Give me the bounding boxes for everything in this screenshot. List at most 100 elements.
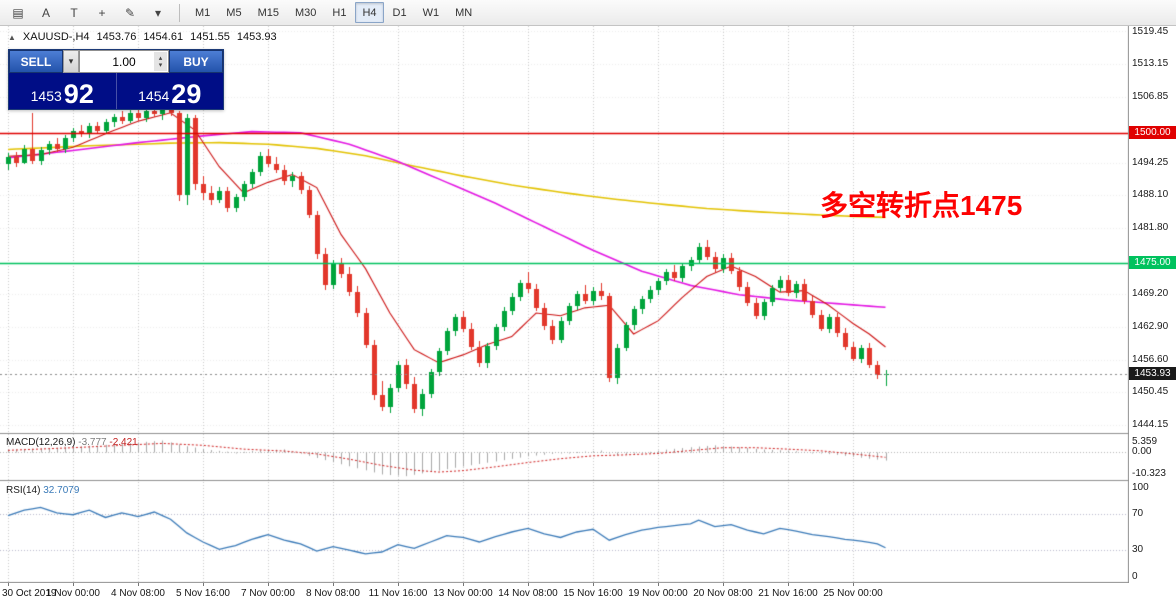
axis-tick-label: 1481.80 (1132, 221, 1169, 233)
macd-signal-value: -2.421 (109, 437, 138, 448)
time-axis-tick (788, 583, 789, 586)
price-axis[interactable]: 1519.45 1513.15 1506.85 1494.25 1488.10 1481.… (1129, 26, 1176, 606)
axis-tick-label: 1450.45 (1132, 385, 1169, 397)
toolbar: ▤ A T + ✎ ▾ M1 M5 M15 M30 H1 H4 D1 W1 MN (0, 0, 1176, 26)
cursor-a-icon[interactable]: A (41, 5, 50, 20)
time-axis-label: 1 Nov 00:00 (46, 588, 100, 599)
timeframe-button-m5[interactable]: M5 (226, 6, 242, 19)
time-axis-label: 19 Nov 00:00 (628, 588, 688, 599)
chevron-up-icon: ▴ (158, 54, 163, 62)
chart-annotation: 多空转折点1475 (820, 190, 1023, 221)
time-axis-label: 7 Nov 00:00 (241, 588, 295, 599)
axis-tick-label: 1519.45 (1132, 26, 1169, 37)
pencil-draw-icon[interactable]: ✎ (124, 5, 136, 20)
time-axis-tick (658, 583, 659, 586)
price-line-badge: 1453.93 (1129, 366, 1176, 380)
volume-input[interactable]: 1.00 ▴ ▾ (79, 50, 169, 73)
time-axis-label: 15 Nov 16:00 (563, 588, 623, 599)
timeframe-button-mn[interactable]: MN (455, 6, 473, 19)
time-axis-tick (268, 583, 269, 586)
time-axis-label: 13 Nov 00:00 (433, 588, 493, 599)
axis-tick-label: 100 (1132, 482, 1149, 493)
axis-tick-label: 1444.15 (1132, 418, 1169, 430)
crosshair-icon[interactable]: + (98, 5, 106, 20)
axis-tick-label: 0 (1132, 571, 1138, 582)
buy-price-small: 1454 (138, 88, 170, 104)
axis-tick-label: 1513.15 (1132, 57, 1169, 69)
time-axis-tick (333, 583, 334, 586)
axis-tick-label: 1456.60 (1132, 353, 1169, 365)
time-axis-tick (73, 583, 74, 586)
up-triangle-icon: ▲ (8, 32, 16, 42)
time-axis-tick (593, 583, 594, 586)
time-axis-label: 5 Nov 16:00 (176, 588, 230, 599)
ohlc-low: 1451.55 (190, 31, 230, 43)
axis-tick-label: 70 (1132, 507, 1144, 519)
toolbar-icon-group: ▤ A T + ✎ ▾ (4, 2, 172, 24)
chevron-down-icon: ▾ (68, 56, 74, 66)
time-axis-tick (138, 583, 139, 586)
time-axis-label: 30 Oct 2019 (2, 588, 57, 599)
axis-tick-label: 1494.25 (1132, 156, 1169, 168)
timeframe-button-d1[interactable]: D1 (392, 6, 407, 19)
macd-title: MACD(12,26,9) (6, 437, 76, 448)
buy-price-big: 29 (171, 79, 202, 110)
timeframe-button-m30[interactable]: M30 (294, 6, 317, 19)
chart-window-icon[interactable]: ▤ (12, 5, 24, 20)
macd-indicator-label: MACD(12,26,9) -3.777 -2.421 (6, 437, 138, 448)
volume-value: 1.00 (112, 54, 136, 69)
buy-button[interactable]: BUY (169, 50, 223, 73)
timeframe-button-w1[interactable]: W1 (422, 6, 440, 19)
time-axis-tick (203, 583, 204, 586)
time-axis-tick (463, 583, 464, 586)
price-line-badge: 1500.00 (1129, 125, 1176, 139)
axis-tick-label: 30 (1132, 544, 1144, 556)
chevron-down-icon: ▾ (158, 61, 163, 69)
time-axis[interactable]: 30 Oct 2019 1 Nov 00:00 4 Nov 08:00 5 Nov 1… (0, 583, 1129, 606)
rsi-value: 32.7079 (43, 485, 80, 496)
text-label-icon[interactable]: T (70, 5, 78, 20)
trade-controls-row: SELL ▾ 1.00 ▴ ▾ BUY (9, 50, 223, 73)
toolbar-separator (179, 3, 180, 22)
sell-button[interactable]: SELL (9, 50, 63, 73)
timeframe-button-group: M1 M5 M15 M30 H1 H4 D1 W1 MN (187, 2, 480, 23)
sell-price-small: 1453 (30, 88, 62, 104)
time-axis-label: 11 Nov 16:00 (368, 588, 428, 599)
one-click-trading-panel: SELL ▾ 1.00 ▴ ▾ BUY 1453 92 1454 29 (8, 49, 224, 110)
order-type-dropdown[interactable]: ▾ (63, 50, 79, 73)
time-axis-tick (398, 583, 399, 586)
symbol-name: XAUUSD-,H4 (22, 31, 90, 43)
axis-tick-label: 1462.90 (1132, 320, 1169, 332)
time-axis-label: 4 Nov 08:00 (111, 588, 165, 599)
ohlc-high: 1454.61 (143, 31, 184, 43)
axis-tick-label: -10.323 (1132, 468, 1166, 479)
sell-price-big: 92 (63, 79, 94, 110)
time-axis-label: 8 Nov 08:00 (306, 588, 360, 599)
axis-tick-label: 0.00 (1132, 445, 1152, 457)
price-line-badge: 1475.00 (1129, 256, 1176, 270)
time-axis-label: 20 Nov 08:00 (693, 588, 753, 599)
time-axis-tick (528, 583, 529, 586)
volume-stepper[interactable]: ▴ ▾ (154, 52, 167, 71)
axis-tick-label: 1488.10 (1132, 188, 1169, 200)
rsi-indicator-label: RSI(14) 32.7079 (6, 485, 79, 496)
time-axis-tick (8, 583, 9, 586)
time-axis-label: 21 Nov 16:00 (758, 588, 818, 599)
time-axis-tick (723, 583, 724, 586)
timeframe-button-h4[interactable]: H4 (355, 2, 384, 23)
time-axis-tick (853, 583, 854, 586)
timeframe-button-m1[interactable]: M1 (195, 6, 211, 19)
sell-price-display[interactable]: 1453 92 (9, 73, 116, 109)
timeframe-button-h1[interactable]: H1 (332, 6, 347, 19)
macd-main-value: -3.777 (78, 437, 107, 448)
axis-tick-label: 1506.85 (1132, 90, 1169, 102)
timeframe-button-m15[interactable]: M15 (257, 6, 279, 19)
trade-prices-row: 1453 92 1454 29 (9, 73, 223, 109)
chevron-down-icon[interactable]: ▾ (154, 5, 162, 20)
ohlc-close: 1453.93 (236, 31, 277, 43)
buy-price-display[interactable]: 1454 29 (115, 73, 224, 110)
time-axis-label: 14 Nov 08:00 (498, 588, 558, 599)
symbol-ohlc-header: ▲ XAUUSD-,H4 1453.76 1454.61 1451.55 145… (8, 31, 277, 43)
rsi-title: RSI(14) (6, 485, 41, 496)
